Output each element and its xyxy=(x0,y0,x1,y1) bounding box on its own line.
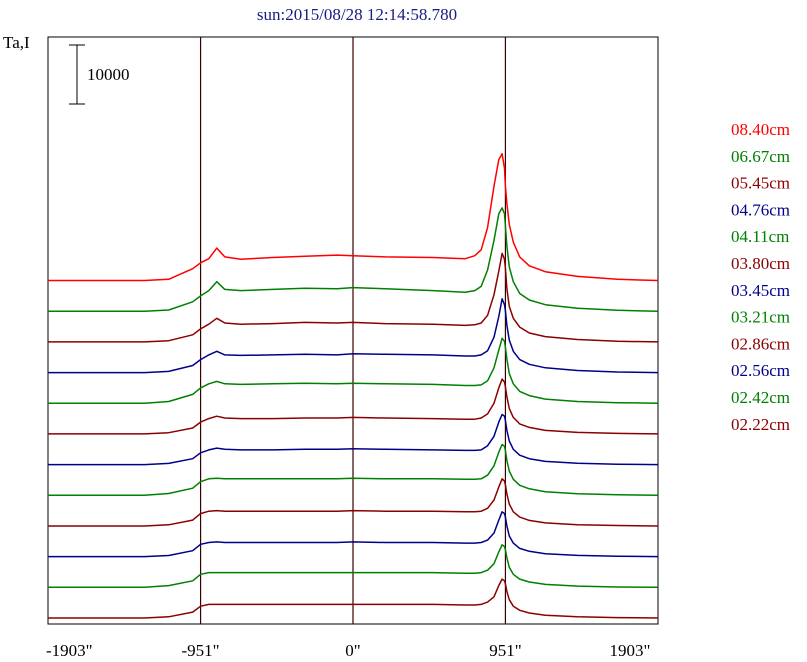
x-tick-label: -951" xyxy=(182,641,220,660)
series-line xyxy=(48,413,659,466)
legend-entry: 05.45cm xyxy=(731,174,790,193)
series-line xyxy=(48,578,659,619)
scale-bar-label: 10000 xyxy=(87,65,130,84)
x-tick-label: -1903" xyxy=(46,641,93,660)
chart-title: sun:2015/08/28 12:14:58.780 xyxy=(257,5,457,24)
x-tick-label: 951" xyxy=(489,641,521,660)
reference-lines xyxy=(199,37,507,624)
legend-entry: 02.56cm xyxy=(731,361,790,380)
legend-entry: 06.67cm xyxy=(731,147,790,166)
series-line xyxy=(48,511,659,558)
y-axis-label: Ta,I xyxy=(3,33,30,52)
legend: 08.40cm 06.67cm 05.45cm 04.76cm 04.11cm 03.80… xyxy=(731,120,790,434)
series-line xyxy=(48,207,659,312)
series-line xyxy=(48,152,659,282)
legend-entry: 02.86cm xyxy=(731,334,790,353)
series-line xyxy=(48,378,659,435)
series-line xyxy=(48,544,659,589)
legend-entry: 03.21cm xyxy=(731,308,790,327)
legend-entry: 02.22cm xyxy=(731,415,790,434)
series-line xyxy=(48,337,659,404)
legend-entry: 02.42cm xyxy=(731,388,790,407)
series-line xyxy=(48,252,659,343)
legend-entry: 03.80cm xyxy=(731,254,790,273)
x-tick-label: 1903" xyxy=(610,641,651,660)
series-line xyxy=(48,298,659,374)
legend-entry: 04.76cm xyxy=(731,200,790,219)
x-tick-label: 0" xyxy=(345,641,360,660)
legend-entry: 08.40cm xyxy=(731,120,790,139)
legend-entry: 04.11cm xyxy=(731,227,789,246)
series-line xyxy=(48,443,659,497)
scale-bar: 10000 xyxy=(69,44,130,105)
series-line xyxy=(48,478,659,527)
series-lines xyxy=(48,152,659,619)
legend-entry: 03.45cm xyxy=(731,281,790,300)
x-tick-labels: -1903" -951" 0" 951" 1903" xyxy=(46,641,650,660)
